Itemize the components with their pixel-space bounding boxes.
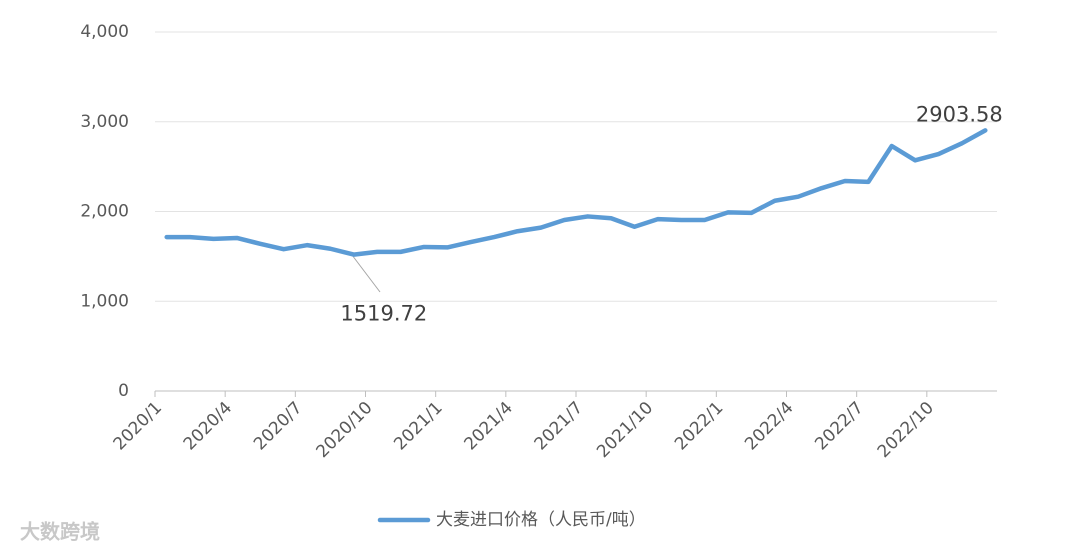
x-tick-label: 2022/1 xyxy=(671,398,727,454)
x-tick-label: 2021/7 xyxy=(531,398,587,454)
x-tick-label: 2022/4 xyxy=(741,398,797,454)
x-tick-label: 2020/10 xyxy=(312,398,376,462)
x-tick-label: 2021/1 xyxy=(390,398,446,454)
x-tick-label: 2022/10 xyxy=(874,398,938,462)
x-tick-label: 2021/10 xyxy=(593,398,657,462)
y-tick-label: 3,000 xyxy=(80,112,129,132)
data-label: 2903.58 xyxy=(916,102,1003,126)
line-series xyxy=(164,128,988,257)
x-tick-label: 2021/4 xyxy=(460,398,516,454)
y-tick-label: 2,000 xyxy=(80,202,129,222)
x-tick-label: 2020/4 xyxy=(180,398,236,454)
y-tick-label: 4,000 xyxy=(80,22,129,42)
x-tick-label: 2020/7 xyxy=(250,398,306,454)
data-label: 1519.72 xyxy=(340,302,427,326)
x-tick-label: 2020/1 xyxy=(110,398,166,454)
y-tick-label: 0 xyxy=(118,381,129,401)
x-tick-label: 2022/7 xyxy=(811,398,867,454)
watermark: 大数跨境 xyxy=(20,520,100,544)
annotation-leader xyxy=(351,254,381,293)
y-tick-label: 1,000 xyxy=(80,291,129,311)
legend-label: 大麦进口价格（人民币/吨） xyxy=(436,510,646,530)
